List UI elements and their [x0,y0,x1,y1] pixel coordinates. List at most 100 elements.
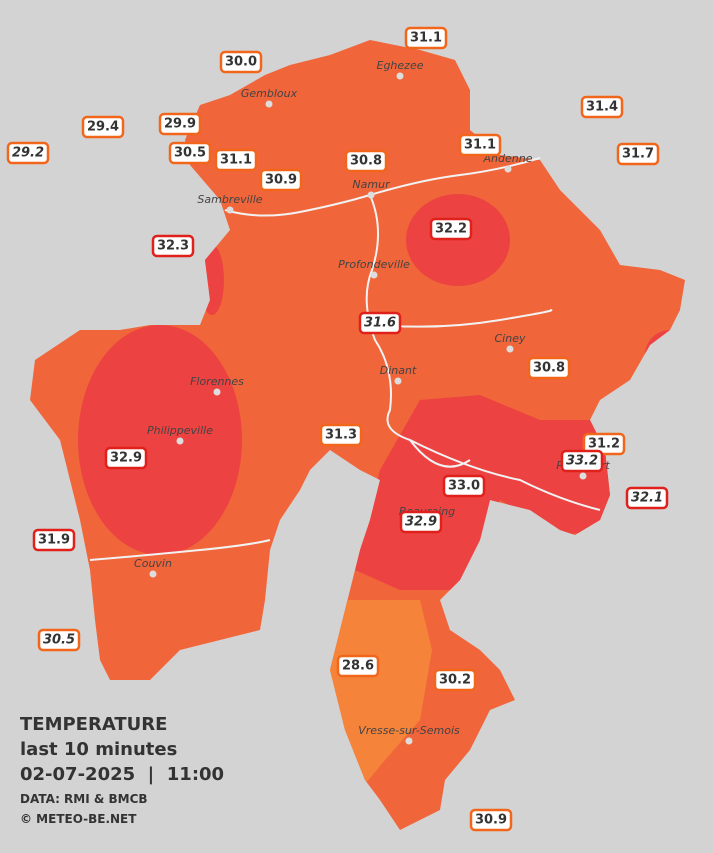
station-box [214,148,258,172]
station-value: 30.2 [439,673,471,688]
station: 33.2 [560,449,604,473]
station-box [442,474,486,498]
city-dot [504,165,512,173]
city-dot [213,388,221,396]
station-value: 30.5 [43,633,75,648]
station-value: 30.9 [475,813,507,828]
station: 31.2 [582,432,626,456]
station-box [358,311,402,335]
city-name: Profondeville [338,258,410,271]
station-box [527,356,571,380]
station: 32.9 [399,510,443,534]
station-value: 31.1 [410,31,442,46]
station: 29.2 [6,141,50,165]
station: 31.3 [319,423,363,447]
station-value: 31.2 [588,437,620,452]
legend-source: DATA: RMI & BMCB [20,792,148,806]
station: 29.9 [158,112,202,136]
station: 28.6 [336,654,380,678]
station: 30.5 [168,141,212,165]
station: 29.4 [81,115,125,139]
city-dot [149,570,157,578]
station: 31.1 [214,148,258,172]
city-name: Philippeville [147,424,213,437]
city-name: Dinant [380,364,417,377]
city-dot [405,737,413,745]
station-value: 32.1 [631,491,663,506]
station-value: 30.5 [174,146,206,161]
station-value: 31.7 [622,147,654,162]
station-box [151,234,195,258]
station-box [429,217,473,241]
station-value: 31.1 [464,138,496,153]
station: 30.5 [37,628,81,652]
station-box [81,115,125,139]
station-box [168,141,212,165]
station: 31.4 [580,95,624,119]
station-box [344,149,388,173]
station-box [336,654,380,678]
station-box [616,142,660,166]
station: 30.8 [527,356,571,380]
station-value: 31.4 [586,100,618,115]
station-value: 29.4 [87,120,119,135]
city-dot [506,345,514,353]
station: 30.8 [344,149,388,173]
station-box [580,95,624,119]
city-dot [226,206,234,214]
station-box [625,486,669,510]
station: 31.7 [616,142,660,166]
station-box [582,432,626,456]
station-box [259,168,303,192]
station-box [433,668,477,692]
city-dot [367,191,375,199]
station-value: 30.8 [533,361,565,376]
city-name: Couvin [134,557,172,570]
station-value: 33.2 [566,454,598,469]
city-dot [396,72,404,80]
city-dot [176,437,184,445]
station-value: 30.8 [350,154,382,169]
station: 31.9 [32,528,76,552]
station-value: 31.1 [220,153,252,168]
station: 31.6 [358,311,402,335]
station-box [32,528,76,552]
station-box [158,112,202,136]
station-box [6,141,50,165]
station-value: 31.3 [325,428,357,443]
station: 32.9 [104,446,148,470]
station-box [469,808,513,832]
station-value: 33.0 [448,479,480,494]
legend-title: TEMPERATURE [20,714,167,735]
legend-datetime: 02-07-2025 | 11:00 [20,764,224,785]
station: 32.2 [429,217,473,241]
city-dot [579,472,587,480]
legend-copyright: © METEO-BE.NET [20,812,137,826]
station-value: 29.2 [12,146,44,161]
station-value: 31.9 [38,533,70,548]
city-name: Eghezee [377,59,424,72]
legend: TEMPERATURE last 10 minutes 02-07-2025 |… [20,714,224,826]
city-name: Sambreville [197,193,262,206]
station-box [560,449,604,473]
station: 30.2 [433,668,477,692]
station-box [458,133,502,157]
city-name: Namur [352,178,391,191]
station-value: 31.6 [364,316,396,331]
city-dot [265,100,273,108]
city-name: Gembloux [241,87,298,100]
station-value: 30.0 [225,55,257,70]
station-box [399,510,443,534]
station-box [37,628,81,652]
station: 30.9 [259,168,303,192]
legend-period: last 10 minutes [20,739,177,760]
station-value: 32.9 [405,515,437,530]
station-box [319,423,363,447]
station: 33.0 [442,474,486,498]
station-box [404,26,448,50]
city-dot [370,271,378,279]
city-name: Vresse-sur-Semois [358,724,460,737]
station-box [219,50,263,74]
station-value: 30.9 [265,173,297,188]
station-value: 32.9 [110,451,142,466]
